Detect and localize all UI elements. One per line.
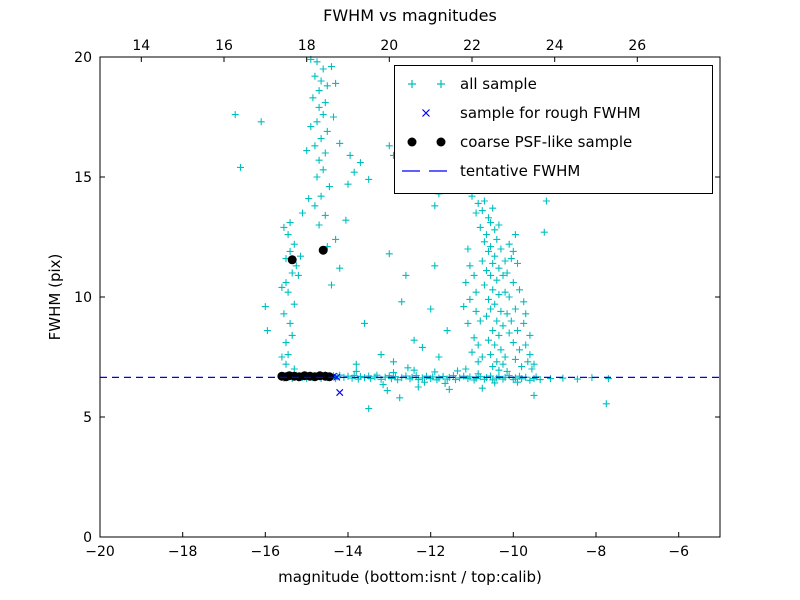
x-tick-label: −8 [586, 544, 607, 560]
series-coarse-psf-like-sample [277, 245, 334, 382]
x-axis-label: magnitude (bottom:isnt / top:calib) [278, 568, 542, 586]
legend-dot-marker [407, 137, 417, 147]
left-axis: 0 5 10 15 20 [74, 50, 720, 546]
y-axis-label: FWHM (pix) [46, 253, 64, 341]
top-tick-label: 20 [380, 38, 398, 54]
top-tick-label: 14 [132, 38, 150, 54]
x-tick-label: −6 [668, 544, 689, 560]
y-tick-label: 5 [83, 410, 92, 426]
top-tick-label: 16 [215, 38, 233, 54]
legend-plus-marker [437, 80, 445, 88]
legend-x-marker [422, 109, 430, 117]
series-all-sample [231, 55, 612, 413]
y-tick-label: 15 [74, 170, 92, 186]
legend-dot-marker [436, 137, 446, 147]
y-tick-label: 0 [83, 530, 92, 546]
x-tick-label: −16 [251, 544, 281, 560]
y-tick-label: 20 [74, 50, 92, 66]
x-tick-label: −20 [85, 544, 115, 560]
x-tick-label: −18 [168, 544, 198, 560]
legend: all sample sample for rough FWHM coarse PS… [394, 65, 713, 194]
legend-label: coarse PSF-like sample [460, 133, 632, 151]
x-tick-label: −12 [416, 544, 446, 560]
legend-label: sample for rough FWHM [460, 104, 641, 122]
top-axis: 14 16 18 20 22 24 26 [132, 38, 646, 62]
y-tick-label: 10 [74, 290, 92, 306]
top-tick-label: 26 [628, 38, 646, 54]
x-tick-label: −14 [333, 544, 363, 560]
top-tick-label: 22 [463, 38, 481, 54]
chart-title: FWHM vs magnitudes [323, 6, 497, 25]
psf-sample-point [318, 245, 328, 255]
bottom-axis: −20 −18 −16 −14 −12 −10 −8 −6 [85, 532, 689, 560]
psf-sample-point [324, 372, 334, 382]
legend-plus-marker [408, 80, 416, 88]
legend-label: tentative FWHM [460, 162, 580, 180]
top-tick-label: 24 [546, 38, 564, 54]
legend-label: all sample [460, 75, 537, 93]
top-tick-label: 18 [298, 38, 316, 54]
psf-sample-point [287, 255, 297, 265]
x-tick-label: −10 [499, 544, 529, 560]
